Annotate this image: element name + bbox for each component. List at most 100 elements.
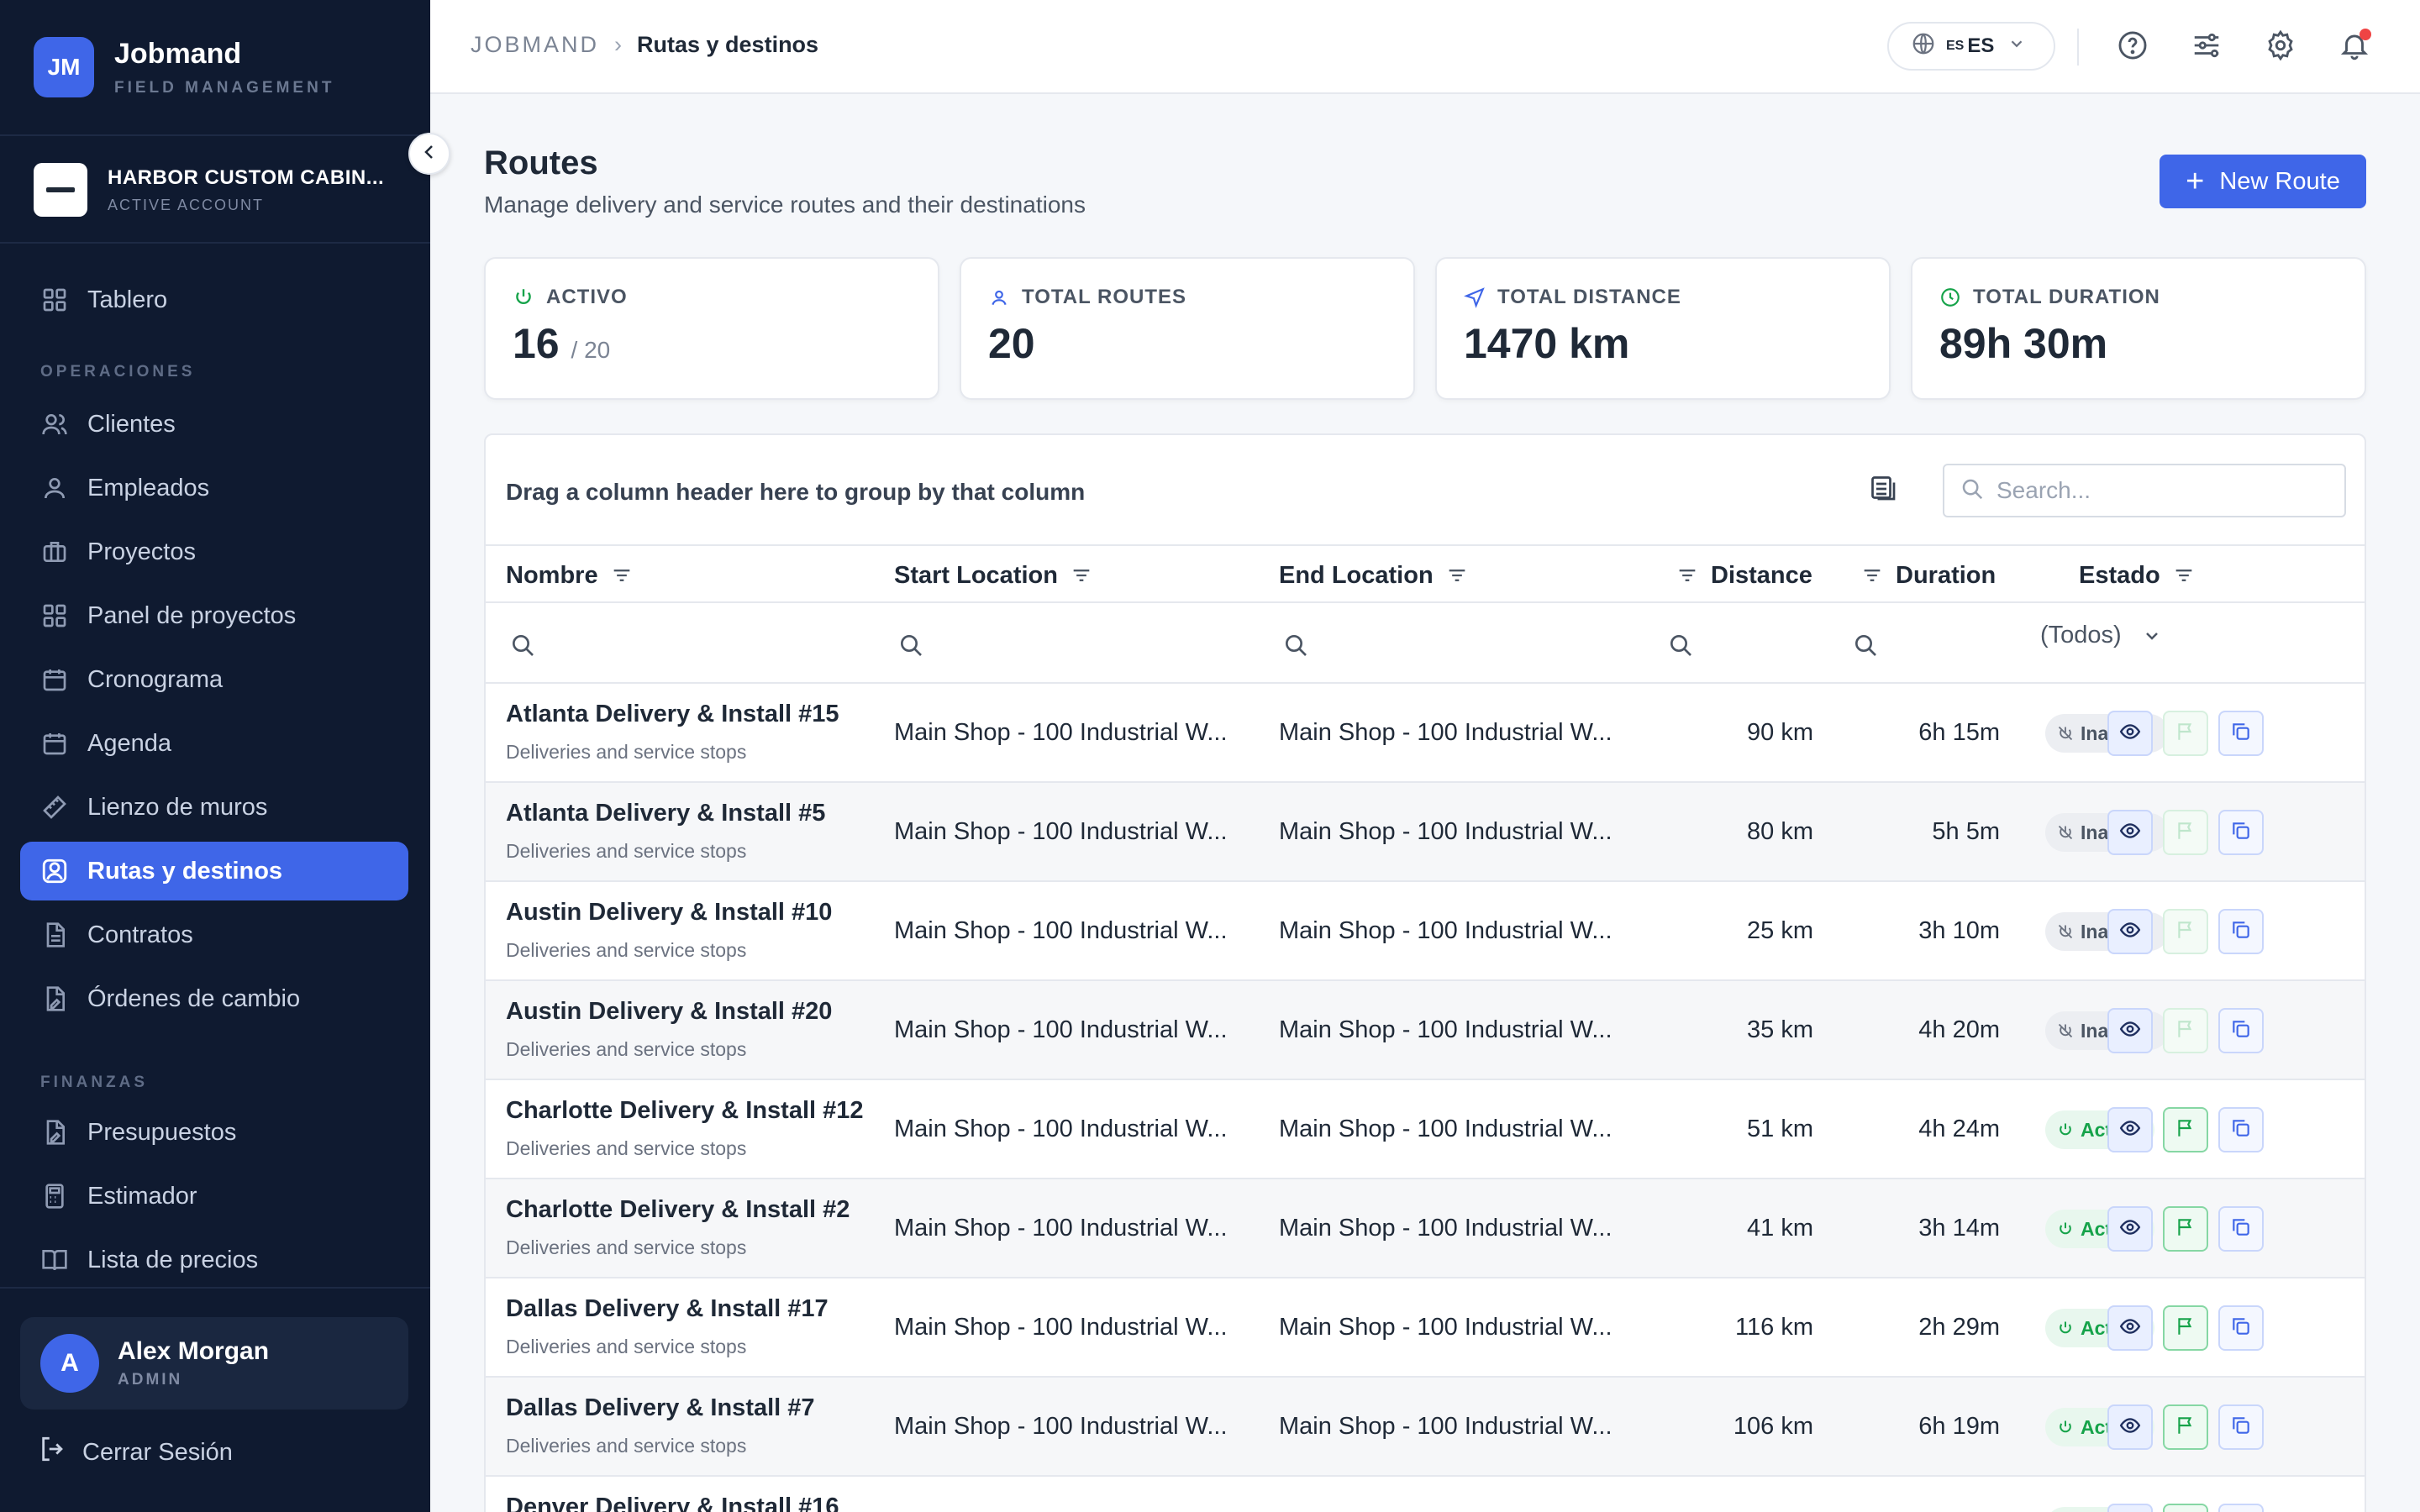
filter-icon[interactable] <box>1860 564 1884 587</box>
column-header-name[interactable]: Nombre <box>506 546 645 605</box>
new-route-button[interactable]: + New Route <box>2160 155 2366 208</box>
sidebar-item-estimator[interactable]: Estimador <box>20 1167 408 1226</box>
toggle-status-button[interactable] <box>2163 1008 2208 1053</box>
sidebar-item-contracts[interactable]: Contratos <box>20 906 408 964</box>
filter-icon[interactable] <box>610 564 634 587</box>
sidebar-item-schedule[interactable]: Cronograma <box>20 650 408 709</box>
eye-icon <box>2119 919 2141 945</box>
sidebar-item-dashboard[interactable]: Tablero <box>20 270 408 329</box>
sidebar-item-wall-canvas[interactable]: Lienzo de muros <box>20 778 408 837</box>
search-icon[interactable] <box>1667 632 1694 663</box>
filter-icon[interactable] <box>1445 564 1469 587</box>
sidebar-item-label: Proyectos <box>87 538 196 565</box>
duplicate-button[interactable] <box>2218 1008 2264 1053</box>
search-icon[interactable] <box>509 632 536 663</box>
duplicate-button[interactable] <box>2218 810 2264 855</box>
flag-icon <box>2175 919 2196 945</box>
preferences-button[interactable] <box>2186 27 2227 67</box>
toggle-status-button[interactable] <box>2163 1305 2208 1351</box>
power-icon <box>2057 1419 2074 1436</box>
search-icon[interactable] <box>1282 632 1309 663</box>
eye-icon <box>2119 1216 2141 1242</box>
table-row[interactable]: Dallas Delivery & Install #17 Deliveries… <box>486 1278 2365 1378</box>
gear-icon <box>2265 29 2296 66</box>
users-icon <box>40 410 69 438</box>
status-filter-select[interactable]: (Todos) <box>2040 622 2162 649</box>
sidebar-item-projects[interactable]: Proyectos <box>20 522 408 581</box>
view-button[interactable] <box>2107 1404 2153 1450</box>
column-chooser-button[interactable] <box>1865 472 1902 509</box>
settings-button[interactable] <box>2260 27 2301 67</box>
table-row[interactable]: Dallas Delivery & Install #7 Deliveries … <box>486 1378 2365 1477</box>
column-header-status[interactable]: Estado <box>2079 546 2207 605</box>
table-row[interactable]: Charlotte Delivery & Install #12 Deliver… <box>486 1080 2365 1179</box>
column-header-start-location[interactable]: Start Location <box>894 546 1105 605</box>
account-switcher[interactable]: HARBOR CUSTOM CABIN... ACTIVE ACCOUNT <box>34 163 384 217</box>
toggle-status-button[interactable] <box>2163 1206 2208 1252</box>
table-row[interactable]: Atlanta Delivery & Install #15 Deliverie… <box>486 684 2365 783</box>
logout-button[interactable]: Cerrar Sesión <box>39 1435 233 1470</box>
sidebar-item-project-panel[interactable]: Panel de proyectos <box>20 586 408 645</box>
language-selector[interactable]: ES ES <box>1887 22 2055 71</box>
end-location: Main Shop - 100 Industrial W... <box>1279 719 1612 746</box>
toggle-status-button[interactable] <box>2163 1404 2208 1450</box>
power-off-icon <box>2057 824 2074 841</box>
eye-icon <box>2119 1117 2141 1143</box>
sidebar-item-price-list[interactable]: Lista de precios <box>20 1231 408 1289</box>
distance: 35 km <box>1747 1016 1813 1043</box>
grid-search[interactable] <box>1943 464 2346 517</box>
filter-icon[interactable] <box>1676 564 1699 587</box>
user-card[interactable]: A Alex Morgan ADMIN <box>20 1317 408 1410</box>
column-header-duration[interactable]: Duration <box>1849 546 1996 605</box>
breadcrumb-current: Rutas y destinos <box>637 32 819 57</box>
start-location: Main Shop - 100 Industrial W... <box>894 1215 1228 1242</box>
table-row[interactable]: Denver Delivery & Install #16 Activo <box>486 1477 2365 1512</box>
toggle-status-button[interactable] <box>2163 711 2208 756</box>
breadcrumb-root[interactable]: JOBMAND <box>471 32 600 57</box>
view-button[interactable] <box>2107 711 2153 756</box>
help-button[interactable] <box>2112 27 2153 67</box>
duplicate-button[interactable] <box>2218 1107 2264 1152</box>
sidebar-item-agenda[interactable]: Agenda <box>20 714 408 773</box>
sidebar-item-routes[interactable]: Rutas y destinos <box>20 842 408 900</box>
document-edit-icon <box>40 984 69 1013</box>
view-button[interactable] <box>2107 1107 2153 1152</box>
view-button[interactable] <box>2107 909 2153 954</box>
view-button[interactable] <box>2107 1504 2153 1512</box>
duplicate-button[interactable] <box>2218 711 2264 756</box>
column-header-distance[interactable]: Distance <box>1664 546 1812 605</box>
duplicate-button[interactable] <box>2218 1305 2264 1351</box>
grid-search-input[interactable] <box>1996 477 2333 504</box>
table-row[interactable]: Austin Delivery & Install #20 Deliveries… <box>486 981 2365 1080</box>
toggle-status-button[interactable] <box>2163 909 2208 954</box>
search-icon[interactable] <box>897 632 924 663</box>
sidebar-item-change-orders[interactable]: Órdenes de cambio <box>20 969 408 1028</box>
sidebar-item-budgets[interactable]: Presupuestos <box>20 1103 408 1162</box>
column-header-end-location[interactable]: End Location <box>1279 546 1481 605</box>
filter-icon[interactable] <box>1070 564 1093 587</box>
table-row[interactable]: Austin Delivery & Install #10 Deliveries… <box>486 882 2365 981</box>
sidebar-collapse-button[interactable] <box>408 133 450 175</box>
duplicate-button[interactable] <box>2218 1206 2264 1252</box>
flag-icon <box>2175 820 2196 846</box>
view-button[interactable] <box>2107 1305 2153 1351</box>
table-row[interactable]: Charlotte Delivery & Install #2 Deliveri… <box>486 1179 2365 1278</box>
filter-icon[interactable] <box>2172 564 2196 587</box>
duplicate-button[interactable] <box>2218 1504 2264 1512</box>
toggle-status-button[interactable] <box>2163 810 2208 855</box>
table-row[interactable]: Atlanta Delivery & Install #5 Deliveries… <box>486 783 2365 882</box>
route-name: Austin Delivery & Install #10 <box>506 899 833 926</box>
search-icon[interactable] <box>1852 632 1879 663</box>
view-button[interactable] <box>2107 1206 2153 1252</box>
view-button[interactable] <box>2107 1008 2153 1053</box>
brand[interactable]: JM Jobmand FIELD MANAGEMENT <box>34 37 334 97</box>
sidebar-item-clients[interactable]: Clientes <box>20 395 408 454</box>
sidebar-item-employees[interactable]: Empleados <box>20 459 408 517</box>
group-panel-hint[interactable]: Drag a column header here to group by th… <box>506 479 1086 505</box>
toggle-status-button[interactable] <box>2163 1107 2208 1152</box>
view-button[interactable] <box>2107 810 2153 855</box>
duplicate-button[interactable] <box>2218 1404 2264 1450</box>
duplicate-button[interactable] <box>2218 909 2264 954</box>
toggle-status-button[interactable] <box>2163 1504 2208 1512</box>
notifications-button[interactable] <box>2334 27 2375 67</box>
